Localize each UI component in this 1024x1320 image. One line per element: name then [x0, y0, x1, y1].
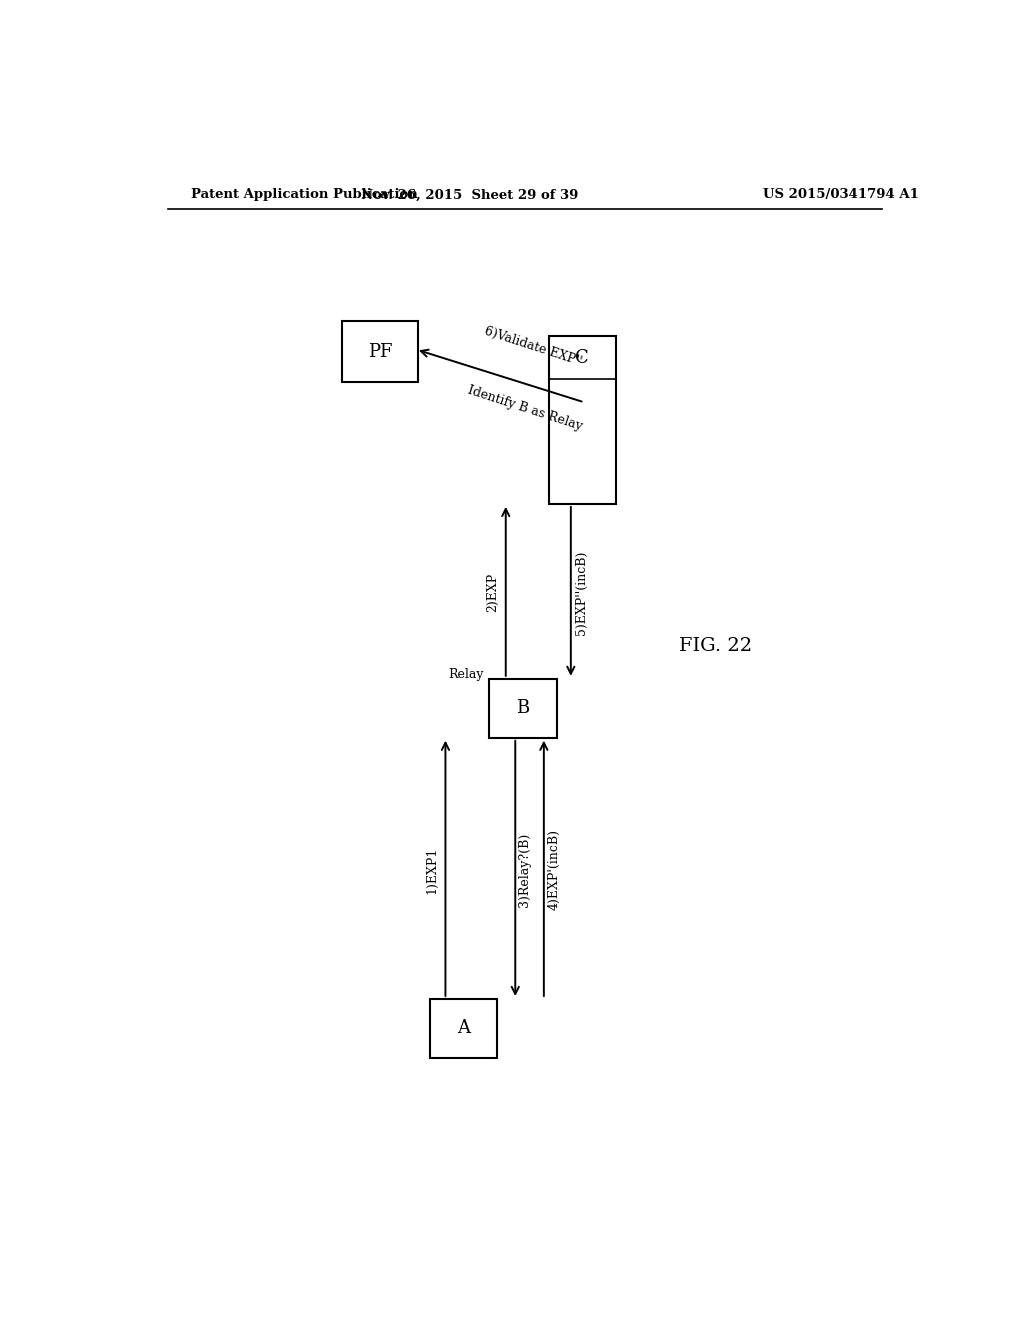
Text: PF: PF [368, 342, 392, 360]
Text: Identify B as Relay: Identify B as Relay [466, 384, 584, 433]
Text: B: B [516, 700, 529, 717]
Text: 6)Validate EXP'': 6)Validate EXP'' [482, 325, 583, 368]
Text: 2)EXP: 2)EXP [485, 573, 499, 612]
Text: US 2015/0341794 A1: US 2015/0341794 A1 [763, 189, 919, 202]
Bar [342, 321, 418, 381]
Text: Nov. 26, 2015  Sheet 29 of 39: Nov. 26, 2015 Sheet 29 of 39 [360, 189, 578, 202]
Text: 3)Relay?(B): 3)Relay?(B) [518, 833, 531, 907]
Bar [489, 678, 557, 738]
Text: C: C [575, 348, 589, 367]
Bar [430, 999, 497, 1057]
Text: Patent Application Publication: Patent Application Publication [191, 189, 418, 202]
Text: A: A [457, 1019, 470, 1038]
Text: 1)EXP1: 1)EXP1 [425, 846, 438, 894]
Text: 4)EXP'(incB): 4)EXP'(incB) [548, 829, 561, 911]
Bar [549, 337, 616, 504]
Text: 5)EXP''(incB): 5)EXP''(incB) [575, 550, 589, 635]
Text: FIG. 22: FIG. 22 [679, 638, 752, 655]
Text: Relay: Relay [449, 668, 483, 681]
